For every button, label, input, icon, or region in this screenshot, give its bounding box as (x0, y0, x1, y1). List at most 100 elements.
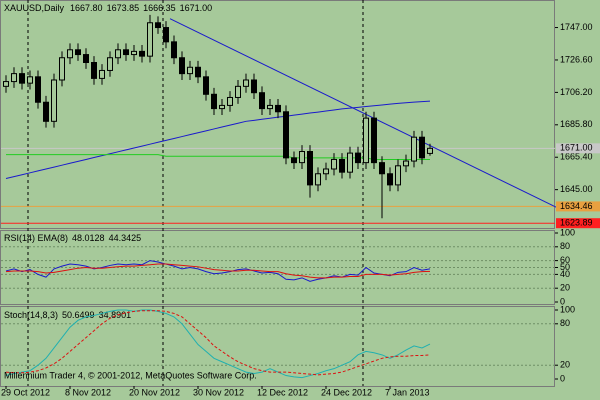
y-tick-label: 40 (560, 269, 570, 279)
ema-last: 44.3425 (109, 233, 142, 243)
main-header: XAUUSD,Daily 1667.80 1673.85 1666.35 1671.00 (4, 3, 212, 13)
candle-body (363, 117, 369, 164)
x-tick-label: 20 Nov 2012 (129, 387, 180, 397)
candle-body (195, 66, 201, 78)
candle-body (299, 151, 305, 164)
stoch-main-last: 50.6499 (62, 310, 95, 320)
stoch-pane (0, 306, 555, 387)
rsi-title: RSI(14) EMA(8) (4, 233, 68, 243)
rsi-last: 48.0128 (72, 233, 105, 243)
high-label: 1673.85 (107, 3, 140, 13)
candle-body (291, 157, 297, 164)
y-tick-label: 20 (560, 360, 570, 370)
candle-body (419, 136, 425, 159)
y-tick-label: 60 (560, 255, 570, 265)
price-label: 1634.46 (560, 201, 593, 211)
candle-body (27, 76, 33, 84)
candle-body (395, 165, 401, 186)
candle-body (51, 79, 57, 122)
trendline (169, 18, 561, 210)
open-label: 1667.80 (70, 3, 103, 13)
stoch-header: Stoch(14,8,3) 50.6499 34.8901 (4, 310, 131, 320)
y-tick-label: 80 (560, 318, 570, 328)
main-pane (0, 0, 555, 229)
y-tick-label: 1665.40 (560, 152, 593, 162)
watermark: Millennium Trader 4, © 2001-2012, MetaQu… (4, 370, 257, 380)
indicator-line (5, 260, 431, 282)
symbol-title: XAUUSD,Daily (4, 3, 65, 13)
y-tick-label: 100 (560, 304, 575, 314)
candle-body (19, 73, 25, 84)
candle-body (355, 152, 361, 164)
y-tick-label: 1747.00 (560, 22, 593, 32)
x-tick-label: 8 Nov 2012 (65, 387, 111, 397)
y-tick-label: 0 (560, 373, 565, 383)
candle-body (379, 162, 385, 175)
candle-body (99, 69, 105, 79)
candle-body (403, 160, 409, 167)
candle-body (107, 57, 113, 71)
period-separators (27, 0, 364, 386)
candle-body (267, 104, 273, 110)
candle-body (11, 73, 17, 83)
moving-average (5, 100, 431, 180)
candle-body (219, 104, 225, 110)
candle-body (131, 50, 137, 56)
candle-body (251, 79, 257, 94)
y-tick-label: 0 (560, 296, 565, 306)
stoch-title: Stoch(14,8,3) (4, 310, 58, 320)
candle-body (235, 85, 241, 98)
y-tick-label: 20 (560, 283, 570, 293)
candle-body (315, 173, 321, 186)
price-label-box (556, 201, 600, 212)
candle-body (323, 168, 329, 175)
price-label-box (556, 143, 600, 154)
indicator-line (5, 310, 431, 376)
candle-body (83, 54, 89, 64)
candle-body (243, 79, 249, 87)
candle-body (347, 152, 353, 173)
candle-body (339, 158, 345, 173)
candle-body (91, 62, 97, 79)
x-tick-label: 29 Oct 2012 (1, 387, 50, 397)
candle-body (371, 117, 377, 164)
price-label: 1671.00 (560, 143, 593, 153)
candle-body (123, 49, 129, 56)
candle-body (115, 49, 121, 59)
y-tick-label: 80 (560, 241, 570, 251)
candle-body (187, 66, 193, 75)
candle-body (35, 76, 41, 103)
y-tick-label: 1726.60 (560, 54, 593, 64)
x-tick-label: 24 Dec 2012 (321, 387, 372, 397)
candle-body (387, 173, 393, 186)
candle-body (283, 111, 289, 159)
candle-body (307, 151, 313, 186)
candle-body (43, 101, 49, 122)
x-tick-label: 7 Jan 2013 (385, 387, 430, 397)
candle-body (411, 136, 417, 162)
y-tick-label: 1645.00 (560, 184, 593, 194)
candle-body (155, 22, 161, 29)
close-label: 1671.00 (180, 3, 213, 13)
candle-body (3, 81, 9, 87)
candle-body (427, 147, 433, 154)
candle-body (203, 76, 209, 95)
x-tick-label: 30 Nov 2012 (193, 387, 244, 397)
candle-body (227, 96, 233, 106)
candle-body (163, 27, 169, 43)
price-label: 1623.89 (560, 218, 593, 228)
candle-body (179, 57, 185, 75)
y-tick-label: 100 (560, 227, 575, 237)
candle-body (259, 92, 265, 110)
candle-body (275, 104, 281, 113)
y-tick-label: 1706.20 (560, 87, 593, 97)
x-tick-label: 12 Dec 2012 (257, 387, 308, 397)
rsi-header: RSI(14) EMA(8) 48.0128 44.3425 (4, 233, 141, 243)
candle-body (147, 22, 153, 57)
candle-body (171, 41, 177, 59)
y-tick-label: 1685.80 (560, 119, 593, 129)
indicator-line (5, 309, 431, 379)
y-tick-label: 50 (560, 262, 570, 272)
